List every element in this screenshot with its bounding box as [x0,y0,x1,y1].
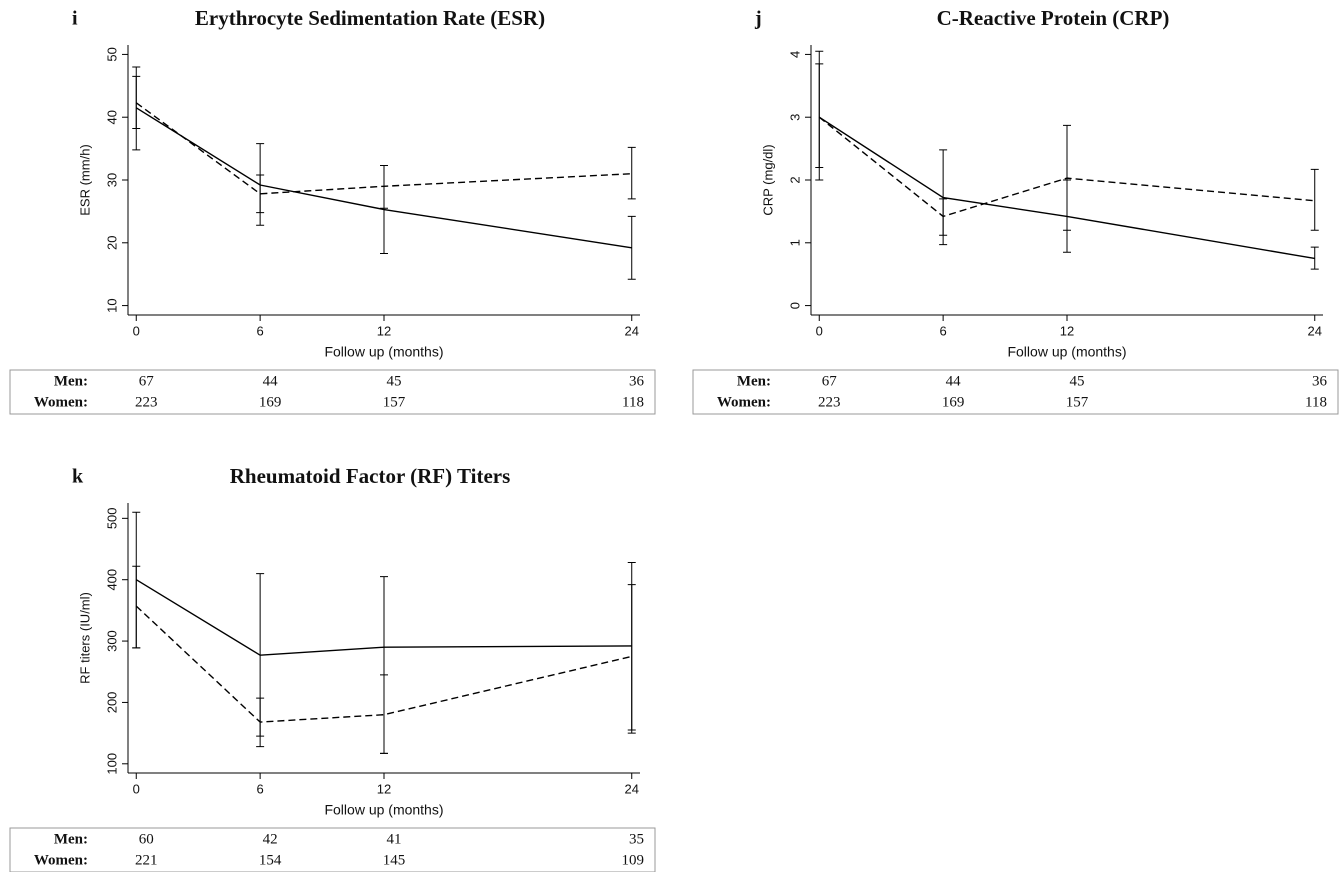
count-cell: 157 [1066,394,1089,410]
y-tick-label: 20 [104,236,119,250]
count-cell: 41 [387,831,402,847]
count-cell: 169 [259,394,282,410]
count-cell: 223 [818,394,841,410]
count-table [9,369,656,415]
error-bar [1310,168,1319,231]
count-cell: 67 [139,373,155,389]
count-cell: 157 [383,394,406,410]
count-cell: 45 [1070,373,1085,389]
row-label: Women: [34,852,88,868]
chart-title: Rheumatoid Factor (RF) Titers [230,464,511,488]
error-bar [1063,124,1071,231]
chart-title: C-Reactive Protein (CRP) [937,6,1170,30]
count-cell: 223 [135,394,158,410]
count-cell: 118 [622,394,644,410]
panel-label: j [754,8,762,30]
y-axis-title: RF titers (IU/ml) [77,592,92,684]
y-tick-label: 3 [787,114,802,121]
series-line [818,116,1315,218]
x-tick-label: 0 [816,323,823,338]
error-bar [627,146,636,200]
y-tick-label: 400 [104,569,119,591]
x-axis-title: Follow up (months) [324,344,443,360]
error-bar [627,584,636,734]
y-tick-label: 0 [787,302,802,309]
x-tick-label: 24 [1308,323,1322,338]
series-line [135,605,632,723]
x-axis-title: Follow up (months) [324,802,443,818]
error-bar [380,674,388,754]
count-cell: 145 [383,852,406,868]
count-cell: 60 [139,831,154,847]
count-cell: 169 [942,394,965,410]
row-label: Men: [54,373,88,389]
error-bar [815,63,824,168]
error-bar [939,198,948,236]
series-line [135,107,632,249]
count-cell: 35 [629,831,644,847]
count-table [9,827,656,872]
x-tick-label: 24 [625,323,639,338]
count-cell: 221 [135,852,158,868]
row-label: Men: [54,831,88,847]
y-tick-label: 2 [787,176,802,183]
chart-title: Erythrocyte Sedimentation Rate (ESR) [195,6,545,30]
y-tick-label: 500 [104,507,119,529]
error-bar [256,174,265,214]
count-cell: 44 [263,373,279,389]
y-axis-title: ESR (mm/h) [77,144,92,216]
count-cell: 118 [1305,394,1327,410]
y-tick-label: 50 [104,47,119,61]
y-tick-label: 1 [787,239,802,246]
y-tick-label: 4 [787,51,802,58]
error-bar [380,165,388,209]
x-tick-label: 12 [377,323,391,338]
y-tick-label: 30 [104,173,119,187]
error-bar [256,697,265,748]
y-tick-label: 200 [104,692,119,714]
row-label: Women: [34,394,88,410]
count-cell: 36 [629,373,645,389]
x-tick-label: 12 [377,781,391,796]
series-line [135,102,632,195]
x-tick-label: 6 [257,781,264,796]
count-table [692,369,1339,415]
y-tick-label: 100 [104,753,119,775]
row-label: Men: [737,373,771,389]
x-tick-label: 24 [625,781,639,796]
error-bar [132,565,141,649]
count-cell: 109 [622,852,645,868]
x-axis-title: Follow up (months) [1007,344,1126,360]
x-tick-label: 6 [940,323,947,338]
count-cell: 154 [259,852,282,868]
y-tick-label: 300 [104,630,119,652]
count-cell: 42 [263,831,278,847]
x-tick-label: 12 [1060,323,1074,338]
x-tick-label: 0 [133,781,140,796]
error-bar [627,215,636,280]
count-cell: 36 [1312,373,1328,389]
series-line [818,116,1315,260]
x-tick-label: 6 [257,323,264,338]
count-cell: 45 [387,373,402,389]
count-cell: 44 [946,373,962,389]
y-tick-label: 10 [104,298,119,312]
panel-label: i [72,8,78,30]
series-line [135,579,632,656]
panel-label: k [72,466,84,488]
count-cell: 67 [822,373,838,389]
row-label: Women: [717,394,771,410]
error-bar [1310,246,1319,270]
y-axis-title: CRP (mg/dl) [760,144,775,215]
x-tick-label: 0 [133,323,140,338]
y-tick-label: 40 [104,110,119,124]
error-bar [132,75,141,130]
